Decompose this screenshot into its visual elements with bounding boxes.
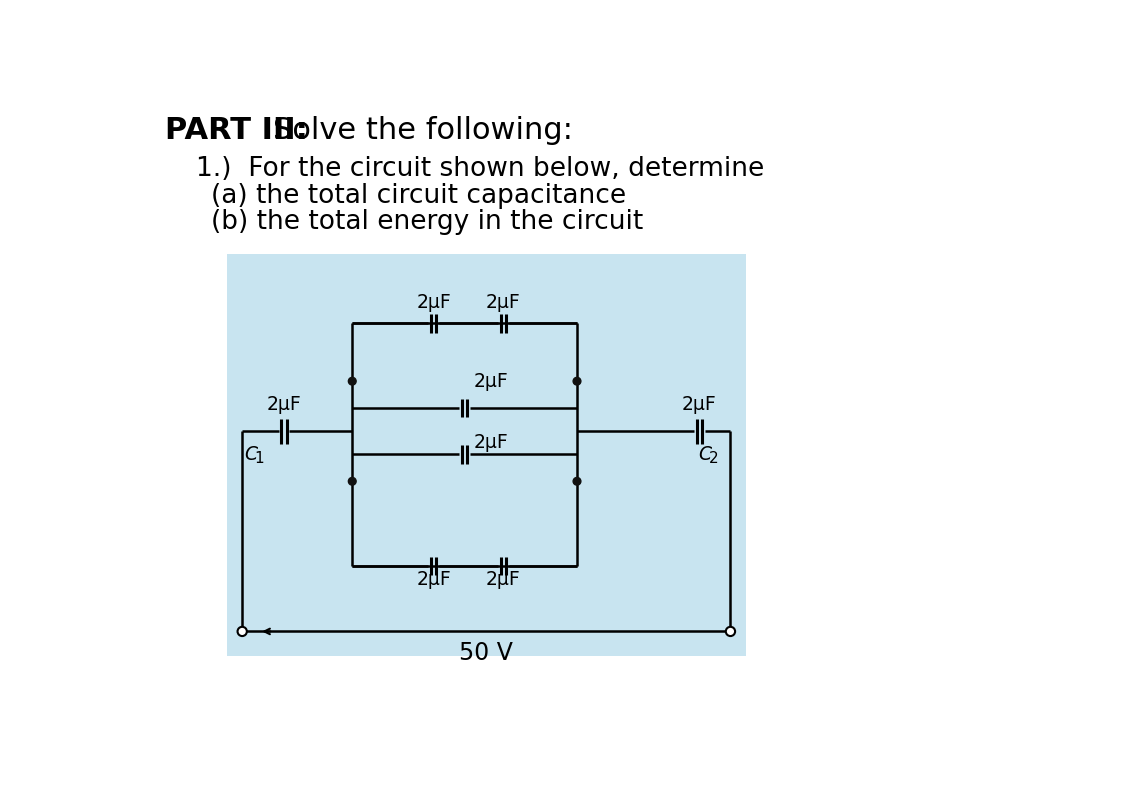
Text: 2μF: 2μF <box>267 396 301 414</box>
Text: C: C <box>698 445 712 464</box>
Text: 2μF: 2μF <box>416 293 451 312</box>
Text: 2μF: 2μF <box>486 293 521 312</box>
Text: 1.)  For the circuit shown below, determine: 1.) For the circuit shown below, determi… <box>196 155 764 181</box>
Text: Solve the following:: Solve the following: <box>273 115 573 145</box>
Text: PART III:: PART III: <box>165 115 308 145</box>
Text: 1: 1 <box>255 451 264 466</box>
Text: 2μF: 2μF <box>474 373 509 391</box>
Text: 2μF: 2μF <box>486 570 521 589</box>
Bar <box>227 254 746 656</box>
Text: 2μF: 2μF <box>416 570 451 589</box>
Circle shape <box>238 626 247 636</box>
Text: 50 V: 50 V <box>460 641 514 665</box>
Text: (a) the total circuit capacitance: (a) the total circuit capacitance <box>212 182 626 209</box>
Text: 2: 2 <box>709 451 718 466</box>
Circle shape <box>349 377 356 385</box>
Circle shape <box>349 478 356 485</box>
Text: C: C <box>244 445 257 464</box>
Circle shape <box>573 478 581 485</box>
Text: 2μF: 2μF <box>682 396 717 414</box>
Circle shape <box>725 626 736 636</box>
Circle shape <box>573 377 581 385</box>
Text: (b) the total energy in the circuit: (b) the total energy in the circuit <box>212 209 643 236</box>
Text: 2μF: 2μF <box>474 433 509 452</box>
